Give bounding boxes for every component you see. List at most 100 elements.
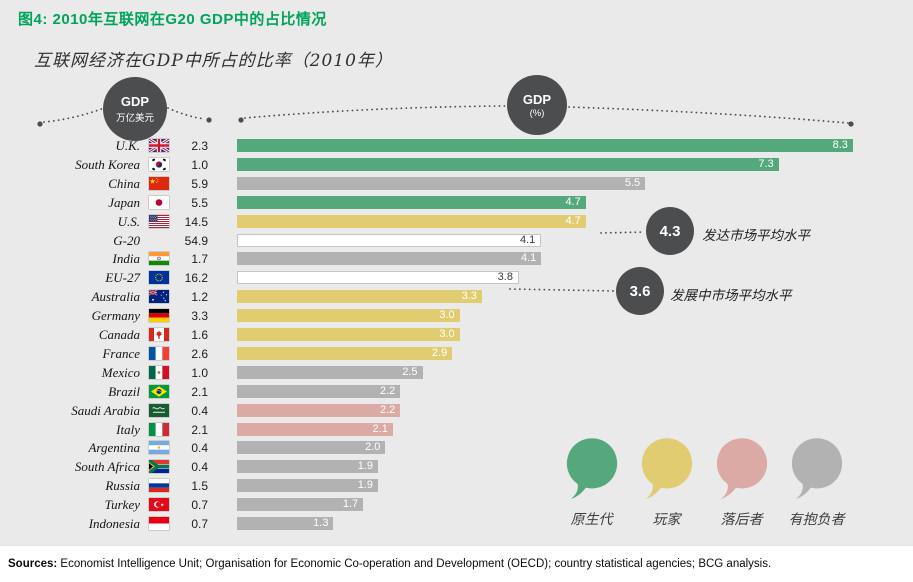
- country-label: Germany: [91, 308, 140, 324]
- percent-value: 1.9: [357, 479, 373, 492]
- percent-bar: 2.1: [237, 422, 393, 436]
- chart-row: Russia 1.5 1.9: [0, 476, 913, 495]
- axis-badge-title: GDP: [522, 91, 552, 107]
- percent-value: 2.1: [372, 422, 388, 435]
- gdp-value: 5.5: [191, 195, 208, 210]
- percent-value: 4.1: [519, 233, 536, 246]
- bar-track: 1.7: [237, 498, 890, 512]
- bar-chart: U.K. 2.3 8.3 South Korea 1.0 7.3 China 5.9 5.5 Ja…: [0, 136, 913, 536]
- country-label: U.S.: [117, 213, 140, 229]
- percent-bar: 1.9: [237, 460, 378, 474]
- bar-track: 7.3: [237, 157, 890, 171]
- gdp-value: 2.1: [191, 422, 208, 437]
- flag-fr-icon: [149, 346, 169, 360]
- percent-bar: 4.7: [237, 195, 586, 209]
- percent-bar: 3.0: [237, 328, 460, 341]
- country-label: Saudi Arabia: [71, 402, 140, 418]
- legend-label: 落后者: [720, 512, 763, 528]
- gdp-value: 1.7: [191, 252, 208, 267]
- chart-row: Australia 1.2 3.3: [0, 287, 913, 306]
- dotted-line: [43, 107, 105, 123]
- bar-track: 8.3: [237, 139, 890, 152]
- axis-badge-unit: (%): [529, 107, 545, 119]
- chart-row: Canada 1.6 3.0: [0, 325, 913, 344]
- gdp-value: 14.5: [184, 214, 208, 229]
- legend-label: 有抱负者: [788, 512, 845, 528]
- bar-track: 2.2: [237, 384, 890, 398]
- bar-track: 1.3: [237, 517, 890, 530]
- country-label: Canada: [98, 327, 140, 342]
- flag-br-icon: [149, 384, 169, 398]
- sources-label: Sources:: [8, 558, 58, 570]
- percent-bar: 4.1: [237, 252, 542, 266]
- percent-value: 3.0: [439, 328, 455, 340]
- country-label: France: [102, 345, 140, 361]
- percent-value: 2.0: [365, 441, 381, 454]
- chart-row: India 1.7 4.1: [0, 249, 913, 268]
- country-label: G-20: [113, 232, 140, 248]
- flag-ar-icon: [149, 441, 169, 455]
- flag-placeholder: [149, 234, 169, 247]
- developed-average-value: 4.3: [659, 222, 681, 240]
- chart-row: Japan 5.5 4.7: [0, 193, 913, 212]
- chart-row: EU-27 16.2 3.8: [0, 268, 913, 287]
- percent-value: 3.8: [497, 271, 513, 284]
- percent-bar: 2.2: [237, 384, 401, 398]
- bar-track: 1.9: [237, 460, 890, 474]
- bar-track: 2.2: [237, 403, 890, 417]
- flag-kr-icon: [149, 157, 169, 171]
- country-label: Russia: [105, 478, 140, 494]
- percent-bar: 2.0: [237, 441, 386, 455]
- percent-value: 1.7: [342, 498, 359, 511]
- gdp-value: 0.7: [191, 498, 208, 513]
- gdp-value: 3.3: [191, 309, 208, 324]
- bar-track: 2.5: [237, 365, 890, 379]
- flag-za-icon: [149, 460, 169, 474]
- percent-value: 7.3: [758, 157, 774, 170]
- percent-bar: 4.1: [237, 233, 542, 247]
- bar-track: 5.5: [237, 176, 890, 190]
- dotted-line: [167, 107, 206, 120]
- flag-id-icon: [149, 517, 169, 530]
- gdp-value: 2.1: [191, 384, 208, 399]
- chart-row: G-20 54.9 4.1: [0, 231, 913, 250]
- flag-uk-icon: [149, 139, 169, 152]
- bar-track: 4.7: [237, 195, 890, 209]
- bar-track: 3.8: [237, 271, 890, 285]
- percent-value: 1.3: [313, 517, 329, 529]
- bar-track: 3.0: [237, 328, 890, 341]
- bar-track: 2.1: [237, 422, 890, 436]
- country-label: Brazil: [108, 383, 140, 399]
- flag-in-icon: [149, 252, 169, 266]
- chart-row: France 2.6 2.9: [0, 344, 913, 363]
- bracket-end-dot: [238, 117, 244, 123]
- developed-average-callout: 4.3: [646, 207, 694, 255]
- developing-average-callout: 3.6: [616, 267, 664, 315]
- bar-track: 3.3: [237, 290, 890, 304]
- percent-bar: 2.2: [237, 403, 401, 417]
- percent-bar: 3.0: [237, 309, 460, 323]
- gdp-value: 0.4: [191, 460, 208, 475]
- gdp-value: 16.2: [184, 271, 208, 286]
- country-label: China: [108, 175, 140, 191]
- legend-label: 原生代: [570, 512, 613, 528]
- flag-it-icon: [149, 422, 169, 436]
- chart-subtitle: 互联网经济在GDP中所占的比率（2010年）: [34, 51, 393, 71]
- gdp-value: 1.0: [191, 157, 208, 172]
- chart-row: Turkey 0.7 1.7: [0, 495, 913, 514]
- flag-jp-icon: [149, 195, 169, 209]
- flag-cn-icon: [149, 176, 169, 190]
- flag-ca-icon: [149, 328, 169, 341]
- percent-bar: 1.3: [237, 517, 334, 530]
- flag-sa-icon: [149, 403, 169, 417]
- flag-eu-icon: [149, 271, 169, 285]
- bar-track: 2.0: [237, 441, 890, 455]
- country-label: Japan: [108, 194, 140, 210]
- axis-badge-gdp-percent: GDP (%): [507, 75, 567, 135]
- flag-mx-icon: [149, 365, 169, 379]
- percent-value: 1.9: [357, 460, 373, 473]
- bar-track: 4.1: [237, 252, 890, 266]
- percent-bar: 1.9: [237, 479, 378, 493]
- flag-au-icon: [149, 290, 169, 304]
